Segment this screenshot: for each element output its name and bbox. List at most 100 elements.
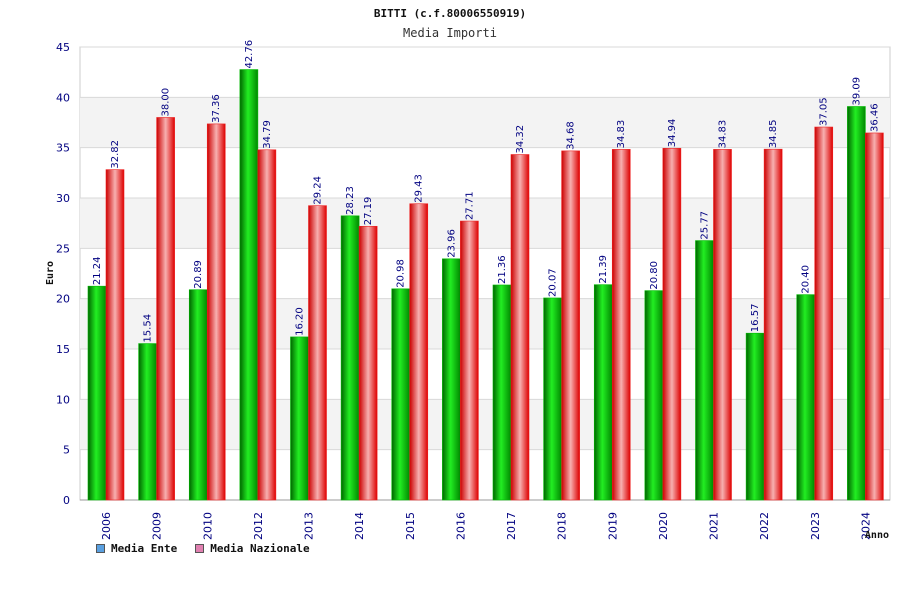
- bar-media-ente-2017: [492, 284, 512, 501]
- data-label-media-ente-2013: 16.20: [295, 307, 306, 336]
- data-label-media-nazionale-2020: 34.94: [667, 119, 678, 148]
- data-label-media-nazionale-2021: 34.83: [718, 120, 729, 149]
- bars-group: 21.24 32.82 15.54 38.00 20.89 37.36 42.76 34.79…: [87, 40, 884, 501]
- x-tick-label-2016: 2016: [454, 512, 467, 540]
- legend: Media Ente Media Nazionale: [96, 542, 310, 555]
- bar-media-nazionale-2024: [865, 132, 884, 501]
- y-tick-label: 15: [56, 343, 70, 356]
- data-label-media-ente-2016: 23.96: [446, 229, 457, 258]
- data-label-media-nazionale-2010: 37.36: [211, 94, 222, 123]
- x-tick-label-2024: 2024: [859, 512, 872, 540]
- legend-item-media-ente: Media Ente: [96, 542, 177, 555]
- x-tick-label-2013: 2013: [303, 512, 316, 540]
- data-label-media-nazionale-2016: 27.71: [464, 191, 475, 220]
- bar-media-ente-2009: [138, 343, 157, 501]
- data-label-media-ente-2015: 20.98: [396, 259, 407, 288]
- data-label-media-ente-2022: 16.57: [750, 304, 761, 333]
- bar-media-ente-2012: [239, 69, 259, 501]
- bar-media-ente-2015: [391, 288, 411, 501]
- bar-media-nazionale-2012: [257, 149, 277, 501]
- data-label-media-nazionale-2017: 34.32: [515, 125, 526, 154]
- bar-media-nazionale-2009: [156, 117, 175, 501]
- bar-media-ente-2023: [796, 294, 816, 501]
- bar-media-ente-2018: [543, 297, 562, 501]
- bar-media-ente-2022: [745, 332, 765, 501]
- data-label-media-ente-2006: 21.24: [92, 257, 103, 286]
- chart-title: BITTI (c.f.80006550919): [374, 7, 526, 20]
- legend-label-media-ente: Media Ente: [111, 542, 178, 555]
- legend-label-media-nazionale: Media Nazionale: [210, 542, 310, 555]
- data-label-media-ente-2018: 20.07: [548, 268, 559, 297]
- x-axis-label: Anno: [865, 530, 889, 541]
- data-label-media-ente-2009: 15.54: [143, 314, 154, 343]
- chart-subtitle: Media Importi: [403, 26, 497, 40]
- data-label-media-nazionale-2018: 34.68: [566, 121, 577, 150]
- x-tick-label-2014: 2014: [353, 512, 366, 540]
- x-tick-label-2019: 2019: [606, 512, 619, 540]
- data-label-media-nazionale-2013: 29.24: [313, 176, 324, 205]
- x-tick-label-2009: 2009: [151, 512, 164, 540]
- x-tick-label-2018: 2018: [556, 512, 569, 540]
- data-label-media-ente-2023: 20.40: [801, 265, 812, 294]
- data-label-media-nazionale-2023: 37.05: [819, 97, 830, 126]
- y-tick-label: 45: [56, 41, 70, 54]
- y-tick-label: 30: [56, 192, 70, 205]
- data-label-media-nazionale-2014: 27.19: [363, 197, 374, 226]
- data-label-media-nazionale-2019: 34.83: [616, 120, 627, 149]
- y-tick-label: 20: [56, 293, 70, 306]
- bar-media-nazionale-2021: [713, 149, 732, 501]
- y-tick-label: 40: [56, 91, 70, 104]
- bar-media-ente-2014: [340, 215, 360, 501]
- x-tick-label-2017: 2017: [505, 512, 518, 540]
- bar-media-ente-2016: [442, 258, 461, 501]
- bar-media-nazionale-2014: [358, 225, 378, 501]
- data-label-media-nazionale-2024: 36.46: [869, 103, 880, 132]
- bar-media-ente-2006: [87, 285, 107, 501]
- bar-media-nazionale-2006: [105, 169, 125, 501]
- data-label-media-nazionale-2012: 34.79: [262, 120, 273, 149]
- bar-media-nazionale-2015: [409, 203, 429, 501]
- x-axis-ticks: 2006 2009 2010 2012 2013 2014 2015 2016 2017 2018…: [100, 512, 872, 540]
- data-label-media-ente-2012: 42.76: [244, 40, 255, 69]
- data-label-media-ente-2010: 20.89: [193, 260, 204, 289]
- x-tick-label-2021: 2021: [708, 512, 721, 540]
- x-tick-label-2010: 2010: [201, 512, 214, 540]
- bar-media-nazionale-2010: [206, 123, 226, 501]
- bar-media-ente-2013: [290, 336, 309, 501]
- y-tick-label: 5: [63, 444, 70, 457]
- bar-media-nazionale-2013: [308, 205, 327, 501]
- y-axis-ticks: 0 5 10 15 20 25 30 35 40 45: [56, 41, 70, 507]
- bar-media-nazionale-2017: [510, 154, 530, 501]
- bar-media-ente-2010: [188, 289, 208, 501]
- legend-item-media-nazionale: Media Nazionale: [195, 542, 310, 555]
- x-tick-label-2006: 2006: [100, 512, 113, 540]
- data-label-media-ente-2014: 28.23: [345, 186, 356, 215]
- bar-media-nazionale-2020: [662, 147, 682, 501]
- bar-media-nazionale-2023: [814, 126, 834, 501]
- y-tick-label: 0: [63, 494, 70, 507]
- bar-media-nazionale-2022: [763, 148, 783, 501]
- data-label-media-ente-2019: 21.39: [598, 255, 609, 284]
- bar-media-ente-2020: [644, 290, 664, 501]
- data-label-media-ente-2024: 39.09: [851, 77, 862, 106]
- y-tick-label: 25: [56, 242, 70, 255]
- x-tick-label-2023: 2023: [809, 512, 822, 540]
- bar-media-ente-2019: [593, 284, 613, 501]
- data-label-media-nazionale-2015: 29.43: [414, 174, 425, 203]
- data-label-media-nazionale-2006: 32.82: [110, 140, 121, 169]
- legend-swatch-media-ente: [96, 544, 105, 553]
- data-label-media-ente-2021: 25.77: [700, 211, 711, 240]
- y-tick-label: 10: [56, 393, 70, 406]
- bar-media-ente-2021: [695, 240, 714, 501]
- data-label-media-ente-2017: 21.36: [497, 255, 508, 284]
- bar-media-nazionale-2018: [561, 150, 580, 501]
- data-label-media-nazionale-2009: 38.00: [161, 88, 172, 117]
- bar-media-nazionale-2016: [460, 220, 479, 501]
- bar-media-ente-2024: [847, 106, 866, 501]
- data-label-media-nazionale-2022: 34.85: [768, 120, 779, 149]
- x-tick-label-2022: 2022: [758, 512, 771, 540]
- legend-swatch-media-nazionale: [195, 544, 205, 553]
- y-tick-label: 35: [56, 142, 70, 155]
- y-axis-label: Euro: [45, 261, 56, 285]
- data-label-media-ente-2020: 20.80: [649, 261, 660, 290]
